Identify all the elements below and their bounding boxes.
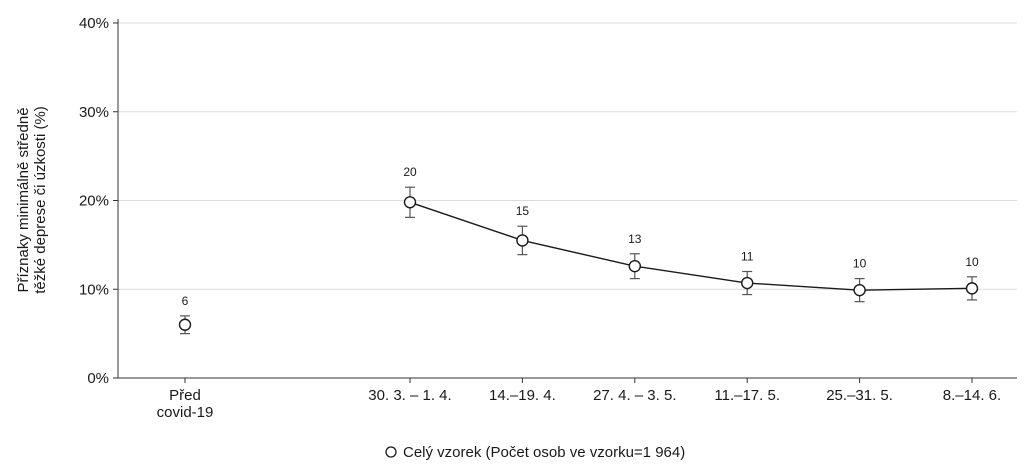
y-tick-label: 20% — [79, 193, 109, 210]
x-tick-label: 27. 4. – 3. 5. — [593, 387, 676, 404]
x-tick-label: 25.–31. 5. — [826, 387, 893, 404]
data-label: 6 — [182, 294, 189, 308]
data-point — [965, 282, 979, 295]
y-tick-label: 40% — [79, 15, 109, 32]
y-tick-label: 0% — [87, 370, 109, 387]
legend-marker — [385, 446, 397, 458]
series: 6 20 15 13 11 10 10 — [178, 165, 979, 335]
data-point — [178, 318, 192, 331]
data-label: 10 — [965, 255, 979, 269]
gridlines — [118, 22, 1017, 290]
x-tick-label: 8.–14. 6. — [943, 387, 1001, 404]
legend: Celý vzorek (Počet osob ve vzorku=1 964) — [385, 444, 685, 461]
data-label: 13 — [628, 232, 642, 246]
data-label: 20 — [403, 165, 417, 179]
data-point — [516, 234, 529, 247]
data-label: 11 — [741, 250, 754, 264]
data-point — [741, 276, 754, 290]
x-tick-label: 14.–19. 4. — [489, 387, 556, 404]
x-tick-label: Před covid-19 — [157, 387, 214, 421]
axes — [117, 19, 1017, 379]
data-point — [853, 283, 866, 297]
y-tick-label: 10% — [79, 281, 109, 298]
series-line — [409, 201, 973, 291]
y-axis-label: Příznaky minimálně střednětěžké deprese … — [15, 106, 49, 294]
y-axis-title: Příznaky minimálně střednětěžké deprese … — [15, 106, 49, 294]
data-point — [628, 259, 641, 273]
y-tick-label: 30% — [79, 104, 109, 121]
y-axis-ticks: 0% 10% 20% 30% 40% — [79, 15, 118, 387]
data-label: 15 — [516, 204, 530, 218]
x-tick-label: 11.–17. 5. — [714, 387, 780, 404]
x-axis-ticks: Před covid-19 30. 3. – 1. 4. 14.–19. 4. 27. … — [157, 378, 1001, 421]
data-point — [403, 196, 417, 209]
data-label: 10 — [853, 257, 867, 271]
legend-label: Celý vzorek (Počet osob ve vzorku=1 964) — [403, 444, 685, 461]
x-tick-label: 30. 3. – 1. 4. — [368, 387, 451, 404]
